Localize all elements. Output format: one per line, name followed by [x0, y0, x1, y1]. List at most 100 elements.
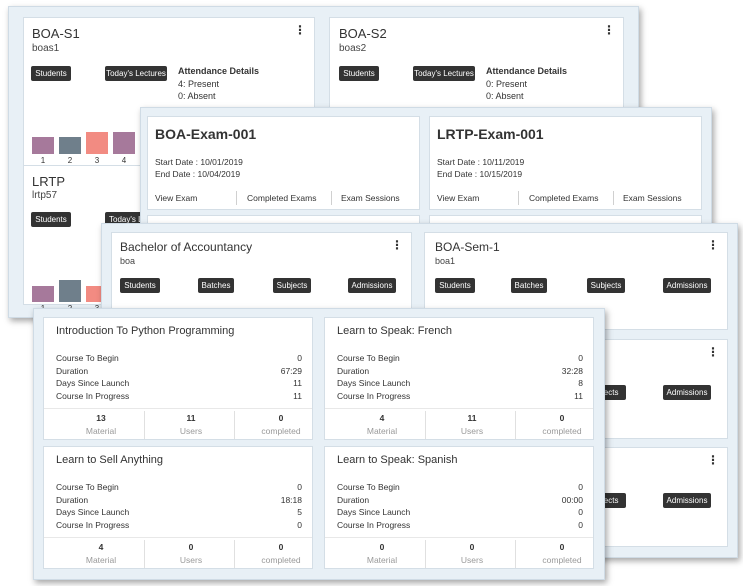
course-to-begin-value: 0: [578, 353, 583, 363]
exam-title: LRTP-Exam-001: [437, 126, 544, 142]
duration-value: 67:29: [280, 365, 302, 376]
absent-count: 0: Absent: [178, 91, 216, 101]
view-exam-link[interactable]: View Exam: [437, 193, 480, 203]
duration-value: 00:00: [561, 494, 583, 505]
attendance-title: Attendance Details: [486, 66, 568, 76]
divider: [515, 411, 516, 439]
days-since-launch-value: 11: [293, 378, 302, 388]
course-in-progress-label: Course In Progress: [337, 390, 411, 401]
attendance-bar: [32, 137, 54, 154]
students-button[interactable]: Students: [339, 66, 379, 81]
attendance-bar-label: 2: [67, 156, 73, 165]
attendance-bar: [32, 286, 54, 302]
course-to-begin-value: 0: [297, 353, 302, 363]
batch-code: boas2: [339, 43, 367, 54]
kebab-menu-icon[interactable]: ⋮: [294, 23, 306, 37]
completed-count: 0: [559, 413, 565, 423]
material-count: 0: [379, 542, 385, 552]
divider: [518, 191, 519, 205]
exam-end-date: End Date : 10/15/2019: [437, 169, 523, 179]
kebab-menu-icon[interactable]: ⋮: [391, 238, 403, 252]
batch-title: LRTP: [32, 174, 65, 189]
course-in-progress-value: 0: [297, 519, 302, 530]
duration-label: Duration: [56, 494, 89, 505]
admissions-button[interactable]: Admissions: [663, 278, 711, 293]
divider: [613, 191, 614, 205]
attendance-bar-label: 1: [40, 156, 46, 165]
days-since-launch-value: 5: [297, 507, 302, 517]
exam-sessions-link[interactable]: Exam Sessions: [623, 193, 682, 203]
completed-count: 0: [278, 542, 284, 552]
attendance-bar: [59, 280, 81, 302]
users-label: Users: [179, 426, 203, 436]
exam-card: LRTP-Exam-001 Start Date : 10/11/2019 En…: [429, 116, 702, 210]
duration-label: Duration: [56, 365, 89, 376]
attendance-bar: [113, 132, 135, 154]
attendance-title: Attendance Details: [178, 66, 260, 76]
course-title: Learn to Speak: Spanish: [337, 454, 458, 466]
completed-exams-link[interactable]: Completed Exams: [529, 193, 599, 203]
users-label: Users: [460, 426, 484, 436]
courses-panel: Introduction To Python Programming Course…: [33, 308, 605, 580]
completed-count: 0: [559, 542, 565, 552]
course-in-progress-label: Course In Progress: [56, 519, 130, 530]
admissions-button[interactable]: Admissions: [663, 493, 711, 508]
divider: [236, 191, 237, 205]
divider: [44, 408, 312, 409]
students-button[interactable]: Students: [31, 212, 71, 227]
attendance-bar: [59, 137, 81, 154]
course-in-progress-label: Course In Progress: [56, 390, 130, 401]
batches-button[interactable]: Batches: [198, 278, 234, 293]
divider: [144, 411, 145, 439]
exam-card: BOA-Exam-001 Start Date : 10/01/2019 End…: [147, 116, 420, 210]
subjects-button[interactable]: jects: [601, 493, 626, 508]
course-in-progress-value: 11: [574, 390, 583, 401]
course-to-begin-label: Course To Begin: [337, 353, 400, 363]
students-button[interactable]: Students: [31, 66, 71, 81]
course-in-progress-value: 0: [578, 519, 583, 530]
course-title: Introduction To Python Programming: [56, 325, 235, 337]
todays-lectures-button[interactable]: Today's Lectures: [413, 66, 475, 81]
material-label: Material: [366, 426, 398, 436]
completed-label: completed: [542, 426, 582, 436]
admissions-button[interactable]: Admissions: [348, 278, 396, 293]
material-count: 4: [379, 413, 385, 423]
program-code: boa1: [435, 256, 456, 266]
divider: [144, 540, 145, 568]
completed-count: 0: [278, 413, 284, 423]
completed-exams-link[interactable]: Completed Exams: [247, 193, 317, 203]
program-title: Bachelor of Accountancy: [120, 240, 253, 254]
users-count: 11: [186, 413, 196, 423]
divider: [425, 411, 426, 439]
batches-button[interactable]: Batches: [511, 278, 547, 293]
batch-code: lrtp57: [32, 190, 58, 201]
kebab-menu-icon[interactable]: ⋮: [707, 238, 719, 252]
divider: [325, 537, 593, 538]
subjects-button[interactable]: Subjects: [273, 278, 311, 293]
divider: [234, 540, 235, 568]
kebab-menu-icon[interactable]: ⋮: [603, 23, 615, 37]
kebab-menu-icon[interactable]: ⋮: [707, 453, 719, 467]
batch-code: boas1: [32, 43, 60, 54]
exam-end-date: End Date : 10/04/2019: [155, 169, 241, 179]
attendance-bar-label: 4: [121, 156, 127, 165]
students-button[interactable]: Students: [120, 278, 160, 293]
todays-lectures-button[interactable]: Today's Lectures: [105, 66, 167, 81]
view-exam-link[interactable]: View Exam: [155, 193, 198, 203]
course-card: Learn to Speak: French Course To Begin 0 Du…: [324, 317, 594, 440]
course-card: Learn to Speak: Spanish Course To Begin 0 D…: [324, 446, 594, 569]
exam-sessions-link[interactable]: Exam Sessions: [341, 193, 400, 203]
course-in-progress-label: Course In Progress: [337, 519, 411, 530]
admissions-button[interactable]: Admissions: [663, 385, 711, 400]
batch-title: BOA-S2: [339, 26, 387, 41]
users-label: Users: [460, 555, 484, 565]
completed-label: completed: [542, 555, 582, 565]
subjects-button[interactable]: jects: [601, 385, 626, 400]
kebab-menu-icon[interactable]: ⋮: [707, 345, 719, 359]
course-title: Learn to Speak: French: [337, 325, 452, 337]
subjects-button[interactable]: Subjects: [587, 278, 625, 293]
material-count: 4: [98, 542, 104, 552]
program-code: boa: [120, 256, 136, 266]
students-button[interactable]: Students: [435, 278, 475, 293]
course-to-begin-value: 0: [578, 482, 583, 492]
